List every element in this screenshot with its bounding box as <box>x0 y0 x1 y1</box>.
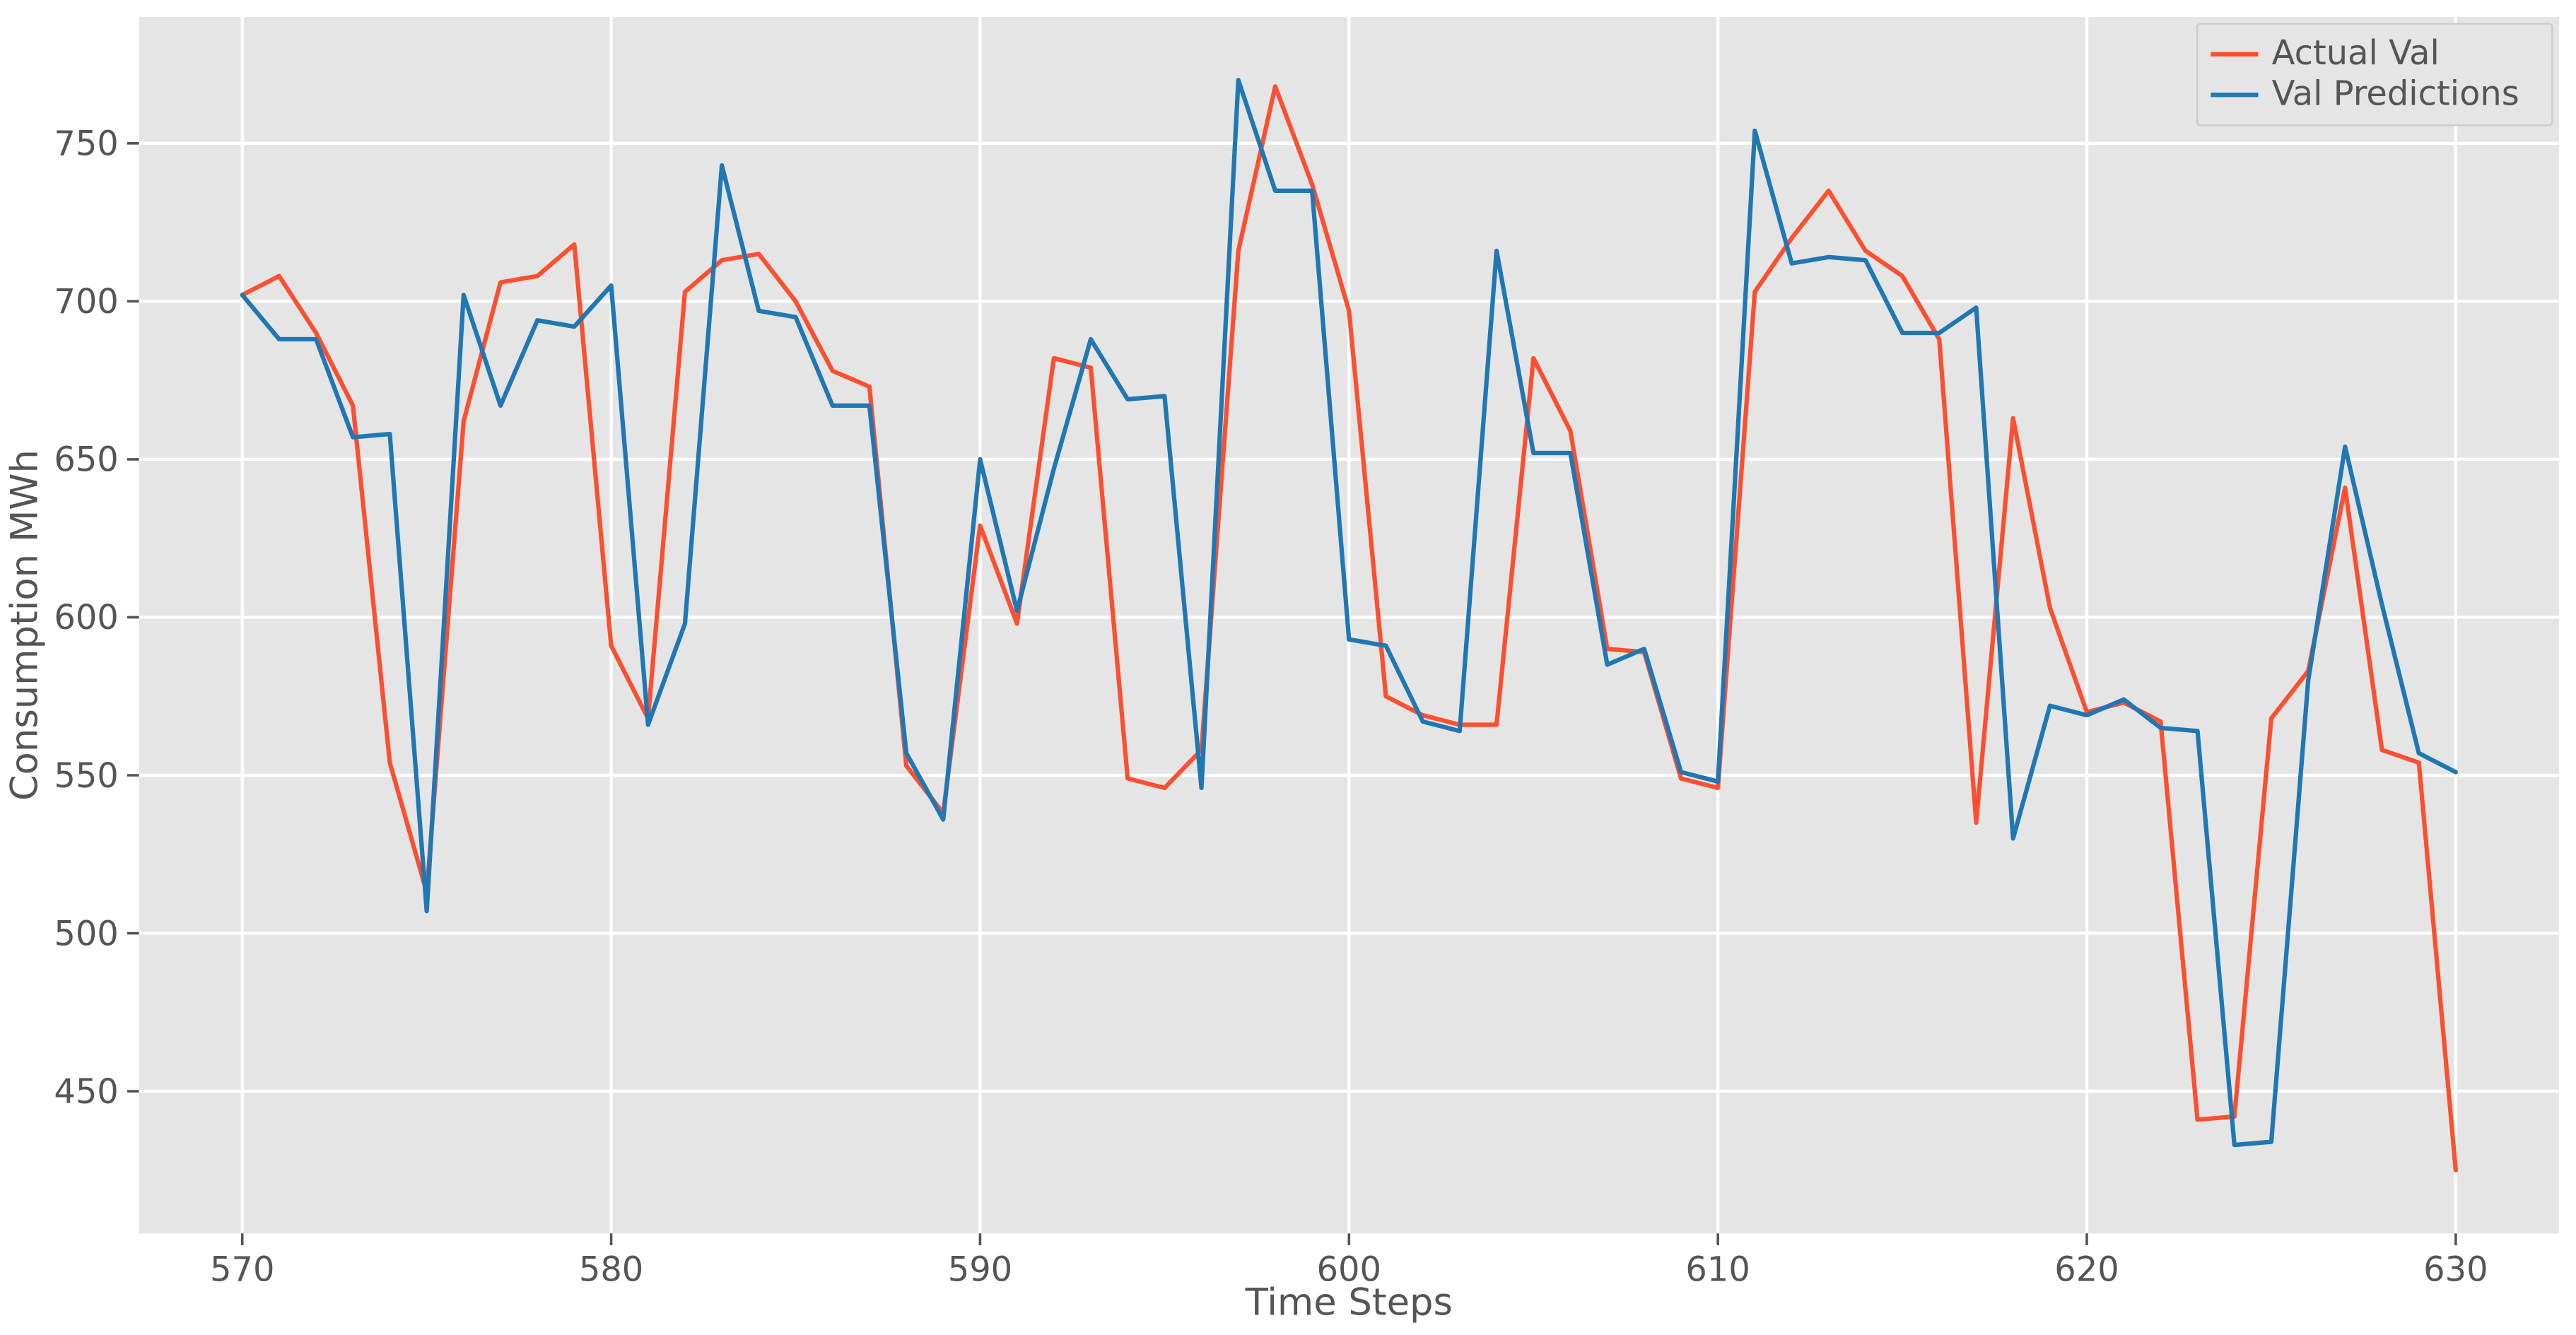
y-tick-label: 650 <box>54 441 119 480</box>
x-tick-label: 630 <box>2423 1250 2488 1289</box>
line-chart: 5705805906006106206304505005506006507007… <box>0 0 2576 1335</box>
y-tick-label: 500 <box>54 914 119 953</box>
y-tick-label: 600 <box>54 599 119 637</box>
y-tick-label: 550 <box>54 757 119 796</box>
x-tick-label: 610 <box>1685 1250 1750 1289</box>
y-axis-label: Consumption MWh <box>4 449 47 801</box>
legend-label: Actual Val <box>2272 34 2440 73</box>
y-tick-label: 750 <box>54 125 119 164</box>
chart-svg: 5705805906006106206304505005506006507007… <box>0 0 2576 1335</box>
y-tick-label: 450 <box>54 1073 119 1112</box>
y-tick-label: 700 <box>54 283 119 322</box>
x-tick-label: 570 <box>210 1250 275 1289</box>
x-tick-label: 590 <box>948 1250 1013 1289</box>
x-axis-label: Time Steps <box>1245 1281 1453 1324</box>
x-tick-label: 580 <box>579 1250 644 1289</box>
x-tick-label: 620 <box>2054 1250 2119 1289</box>
legend-label: Val Predictions <box>2272 75 2519 114</box>
